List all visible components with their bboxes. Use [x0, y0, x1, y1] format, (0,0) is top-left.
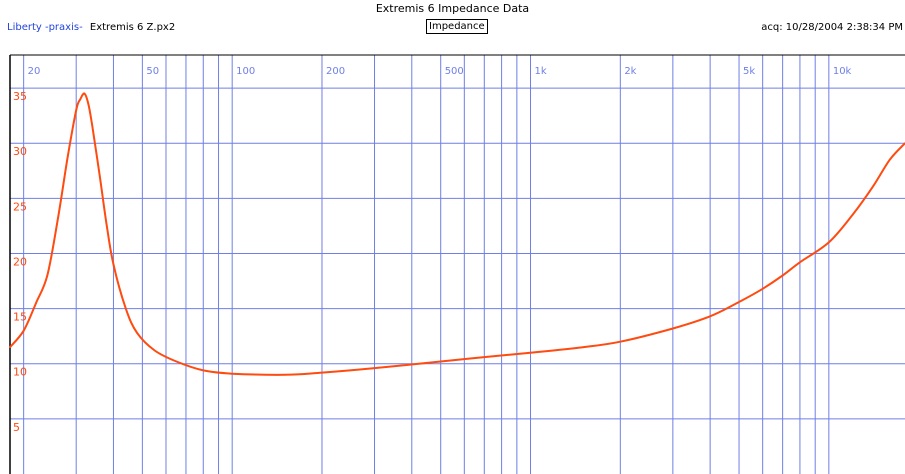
x-tick-label: 200 — [326, 66, 345, 77]
measurement-mode-box[interactable]: Impedance — [426, 19, 488, 34]
y-tick-label: 25 — [13, 200, 27, 213]
y-tick-label: 30 — [13, 145, 27, 158]
source-label: Liberty -praxis- Extremis 6 Z.px2 — [7, 22, 175, 33]
impedance-data-point — [91, 125, 94, 128]
y-tick-label: 15 — [13, 311, 27, 324]
x-tick-label: 5k — [743, 66, 755, 77]
brand-label: Liberty -praxis- — [7, 22, 83, 33]
impedance-data-point — [125, 307, 127, 310]
impedance-data-point — [672, 327, 674, 330]
impedance-data-point — [9, 346, 11, 349]
impedance-data-point — [136, 332, 138, 334]
impedance-data-point — [202, 369, 205, 372]
impedance-data-point — [66, 159, 68, 161]
impedance-data-point — [75, 109, 77, 111]
impedance-data-point — [56, 219, 59, 222]
y-tick-label: 35 — [13, 90, 27, 103]
x-tick-label: 50 — [146, 66, 159, 77]
impedance-data-point — [231, 372, 233, 375]
impedance-data-point — [529, 351, 532, 354]
impedance-data-point — [321, 371, 323, 374]
impedance-data-point — [738, 301, 740, 303]
impedance-trace-line — [9, 92, 905, 376]
impedance-data-point — [46, 274, 49, 277]
chart-title: Extremis 6 Impedance Data — [375, 2, 530, 15]
impedance-data-point — [35, 302, 37, 304]
impedance-data-point — [828, 241, 830, 244]
impedance-data-point — [79, 98, 82, 100]
impedance-data-point — [709, 315, 711, 318]
x-tick-label: 10k — [833, 66, 852, 77]
impedance-data-point — [106, 225, 108, 227]
acquisition-timestamp: acq: 10/28/2004 2:38:34 PM — [761, 22, 903, 33]
y-tick-label: 20 — [13, 255, 27, 268]
impedance-data-point — [888, 159, 891, 161]
impedance-data-point — [799, 261, 801, 264]
impedance-data-point — [283, 374, 286, 376]
x-tick-label: 500 — [445, 66, 464, 77]
impedance-data-point — [112, 263, 115, 266]
impedance-data-point — [439, 360, 442, 363]
x-tick-label: 2k — [624, 66, 636, 77]
impedance-data-point — [781, 274, 784, 277]
impedance-data-point — [175, 360, 178, 363]
impedance-data-point — [83, 92, 86, 95]
x-tick-label: 100 — [236, 66, 255, 77]
x-tick-label: 20 — [28, 66, 41, 77]
impedance-data-point — [99, 175, 101, 178]
impedance-data-point — [619, 340, 622, 343]
x-tick-label: 1k — [535, 66, 547, 77]
impedance-data-point — [483, 356, 486, 358]
impedance-data-point — [22, 329, 25, 332]
impedance-data-point — [871, 186, 874, 189]
y-tick-label: 5 — [13, 421, 20, 434]
impedance-data-point — [761, 288, 764, 290]
impedance-data-point — [87, 103, 90, 106]
impedance-data-point — [582, 346, 584, 349]
file-name: Extremis 6 Z.px2 — [89, 22, 176, 33]
impedance-data-point — [153, 349, 156, 352]
impedance-data-point — [373, 367, 376, 369]
y-tick-label: 10 — [13, 366, 27, 379]
impedance-data-point — [851, 214, 854, 216]
